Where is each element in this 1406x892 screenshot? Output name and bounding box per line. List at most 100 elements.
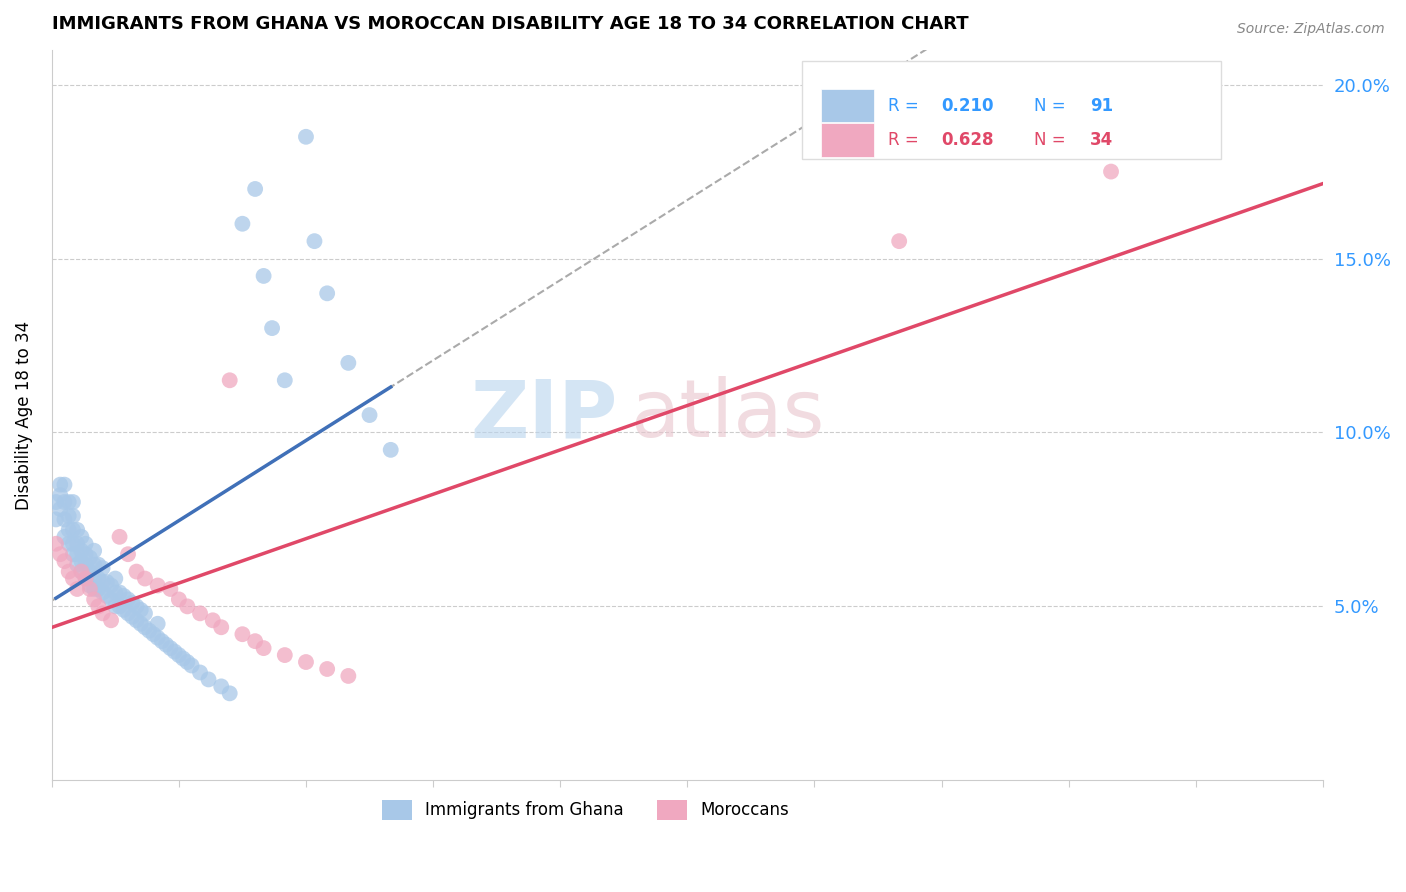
Point bbox=[129, 616, 152, 631]
Point bbox=[66, 582, 89, 596]
Point bbox=[53, 530, 76, 544]
Point bbox=[91, 607, 114, 621]
Text: Source: ZipAtlas.com: Source: ZipAtlas.com bbox=[1237, 22, 1385, 37]
Point bbox=[176, 599, 198, 614]
Point bbox=[188, 607, 211, 621]
Point bbox=[70, 565, 93, 579]
Point bbox=[87, 558, 110, 572]
Point bbox=[91, 585, 114, 599]
Point bbox=[197, 673, 219, 687]
Point bbox=[58, 537, 80, 551]
Point bbox=[91, 561, 114, 575]
FancyBboxPatch shape bbox=[821, 123, 875, 157]
Point bbox=[337, 669, 360, 683]
Point bbox=[53, 495, 76, 509]
Point bbox=[231, 217, 253, 231]
Point bbox=[201, 613, 224, 627]
Point bbox=[112, 603, 135, 617]
Point bbox=[70, 565, 93, 579]
Point bbox=[134, 620, 156, 634]
Point bbox=[66, 558, 89, 572]
Point bbox=[188, 665, 211, 680]
Point bbox=[304, 234, 326, 248]
Point bbox=[243, 634, 266, 648]
Point bbox=[104, 585, 127, 599]
Text: N =: N = bbox=[1035, 131, 1071, 149]
Point bbox=[142, 627, 165, 641]
Point bbox=[87, 582, 110, 596]
Point bbox=[150, 634, 173, 648]
Text: IMMIGRANTS FROM GHANA VS MOROCCAN DISABILITY AGE 18 TO 34 CORRELATION CHART: IMMIGRANTS FROM GHANA VS MOROCCAN DISABI… bbox=[52, 15, 969, 33]
Text: N =: N = bbox=[1035, 96, 1071, 114]
Text: 0.210: 0.210 bbox=[942, 96, 994, 114]
Point bbox=[53, 512, 76, 526]
Text: R =: R = bbox=[889, 96, 924, 114]
Point bbox=[45, 495, 67, 509]
Point bbox=[176, 655, 198, 669]
Point bbox=[218, 373, 240, 387]
Point bbox=[117, 592, 139, 607]
Point bbox=[70, 554, 93, 568]
Point bbox=[49, 488, 72, 502]
Point bbox=[159, 641, 181, 656]
Point bbox=[66, 537, 89, 551]
Point bbox=[252, 268, 274, 283]
Point bbox=[100, 613, 122, 627]
Point bbox=[62, 572, 84, 586]
Point bbox=[100, 578, 122, 592]
Point bbox=[138, 624, 160, 638]
Point bbox=[66, 547, 89, 561]
Point bbox=[134, 572, 156, 586]
Point bbox=[262, 321, 284, 335]
Point bbox=[125, 599, 148, 614]
Point bbox=[180, 658, 202, 673]
Point bbox=[337, 356, 360, 370]
Point bbox=[1099, 164, 1122, 178]
Point bbox=[45, 512, 67, 526]
Point bbox=[75, 547, 97, 561]
Text: 0.628: 0.628 bbox=[942, 131, 994, 149]
Point bbox=[87, 599, 110, 614]
Point bbox=[112, 589, 135, 603]
Point bbox=[83, 558, 105, 572]
Point bbox=[49, 502, 72, 516]
Point bbox=[359, 408, 381, 422]
Point bbox=[108, 585, 131, 599]
Text: R =: R = bbox=[889, 131, 924, 149]
Point bbox=[62, 547, 84, 561]
Point bbox=[70, 543, 93, 558]
Point bbox=[117, 547, 139, 561]
Point bbox=[75, 558, 97, 572]
Point bbox=[380, 442, 402, 457]
Point bbox=[83, 582, 105, 596]
Point bbox=[66, 523, 89, 537]
Text: atlas: atlas bbox=[630, 376, 824, 454]
Point bbox=[62, 508, 84, 523]
Point bbox=[58, 523, 80, 537]
Point bbox=[218, 686, 240, 700]
Point bbox=[58, 495, 80, 509]
Point bbox=[62, 495, 84, 509]
Point bbox=[79, 578, 101, 592]
Point bbox=[108, 530, 131, 544]
Point bbox=[104, 599, 127, 614]
Point bbox=[75, 572, 97, 586]
Point bbox=[62, 523, 84, 537]
Point bbox=[295, 655, 318, 669]
Point bbox=[58, 508, 80, 523]
Point bbox=[104, 572, 127, 586]
Point bbox=[146, 616, 169, 631]
Point bbox=[83, 592, 105, 607]
Point bbox=[45, 537, 67, 551]
Point bbox=[163, 644, 186, 658]
Legend: Immigrants from Ghana, Moroccans: Immigrants from Ghana, Moroccans bbox=[375, 793, 796, 827]
FancyBboxPatch shape bbox=[821, 88, 875, 122]
Text: 91: 91 bbox=[1090, 96, 1114, 114]
Point bbox=[79, 550, 101, 565]
Point bbox=[96, 575, 118, 590]
Point bbox=[117, 607, 139, 621]
Point bbox=[146, 578, 169, 592]
Point bbox=[129, 603, 152, 617]
FancyBboxPatch shape bbox=[801, 61, 1222, 160]
Point bbox=[49, 547, 72, 561]
